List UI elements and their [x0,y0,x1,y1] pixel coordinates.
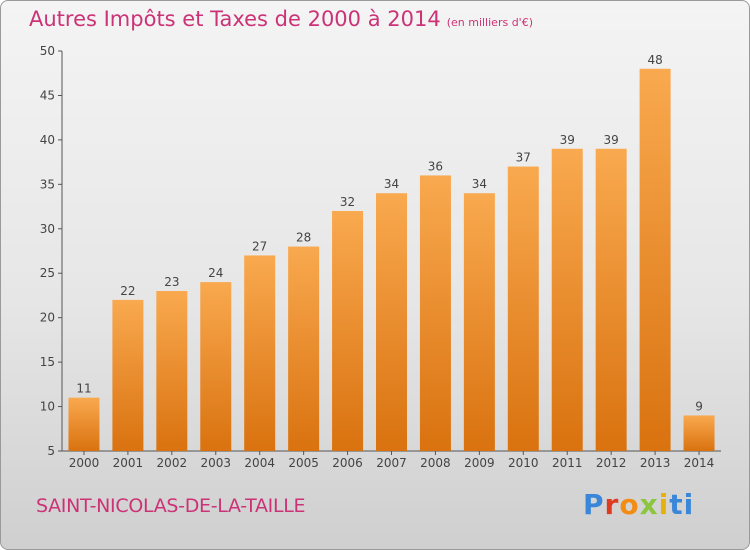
y-tick-label: 35 [40,177,55,191]
chart-title: Autres Impôts et Taxes de 2000 à 2014 (en… [29,7,533,31]
y-tick-label: 10 [40,400,55,414]
logo-letter: x [639,488,659,521]
bar-value-label: 48 [647,53,662,67]
y-tick-label: 40 [40,133,55,147]
logo-letter: t [669,488,684,521]
bar-2000 [68,397,100,451]
bar-value-label: 34 [472,177,487,191]
x-tick-label: 2007 [376,456,407,470]
bar-value-label: 11 [76,382,91,396]
x-tick-label: 2000 [69,456,100,470]
logo-letter: P [583,488,605,521]
bar-2006 [332,211,364,451]
bar-value-label: 27 [252,239,267,253]
y-tick-label: 25 [40,266,55,280]
chart-title-text: Autres Impôts et Taxes de 2000 à 2014 [29,7,441,31]
bar-value-label: 39 [604,133,619,147]
y-tick-label: 45 [40,88,55,102]
bar-value-label: 39 [560,133,575,147]
chart-bars: 11 22 23 24 27 28 32 34 36 34 37 39 39 48 9 [68,53,715,452]
y-tick-label: 30 [40,222,55,236]
bar-2005 [288,246,320,451]
y-tick-label: 20 [40,311,55,325]
logo-letter: i [683,488,695,521]
bar-value-label: 24 [208,266,223,280]
bar-value-label: 37 [516,151,531,165]
x-tick-label: 2003 [200,456,231,470]
proxiti-logo: Proxiti [583,488,694,521]
x-tick-label: 2001 [113,456,144,470]
logo-letter: r [604,488,620,521]
bar-value-label: 23 [164,275,179,289]
bar-2009 [463,193,495,451]
bar-2011 [551,148,583,451]
bar-value-label: 9 [695,399,703,413]
logo-letter: i [658,488,670,521]
y-tick-label: 5 [47,444,55,458]
bar-2013 [639,68,671,452]
x-tick-label: 2011 [552,456,583,470]
logo-letter: o [619,488,640,521]
y-tick-label: 50 [40,44,55,58]
bar-2002 [156,291,188,451]
chart-axes: 5 10 15 20 25 30 35 40 45 50 2000 2001 2002 2003 2004 2… [40,44,721,470]
bar-2007 [376,193,407,451]
bar-value-label: 28 [296,231,311,245]
x-tick-label: 2009 [464,456,495,470]
x-tick-label: 2013 [640,456,671,470]
bar-value-label: 22 [120,284,135,298]
bar-2003 [200,282,232,451]
bar-2001 [112,299,144,451]
y-tick-label: 15 [40,355,55,369]
bar-2008 [419,175,451,451]
bar-value-label: 32 [340,195,355,209]
x-tick-label: 2002 [157,456,188,470]
x-tick-label: 2004 [244,456,275,470]
chart-subtitle: (en milliers d'€) [446,16,533,29]
x-tick-label: 2005 [288,456,319,470]
x-tick-label: 2006 [332,456,363,470]
commune-name: SAINT-NICOLAS-DE-LA-TAILLE [36,495,306,517]
bar-value-label: 34 [384,177,399,191]
x-tick-label: 2008 [420,456,451,470]
x-tick-label: 2012 [596,456,627,470]
bar-2014 [683,415,715,451]
bar-value-label: 36 [428,159,443,173]
bar-2012 [595,148,627,451]
x-tick-label: 2014 [684,456,715,470]
bar-2004 [244,255,276,451]
x-tick-label: 2010 [508,456,539,470]
bar-2010 [507,166,539,452]
